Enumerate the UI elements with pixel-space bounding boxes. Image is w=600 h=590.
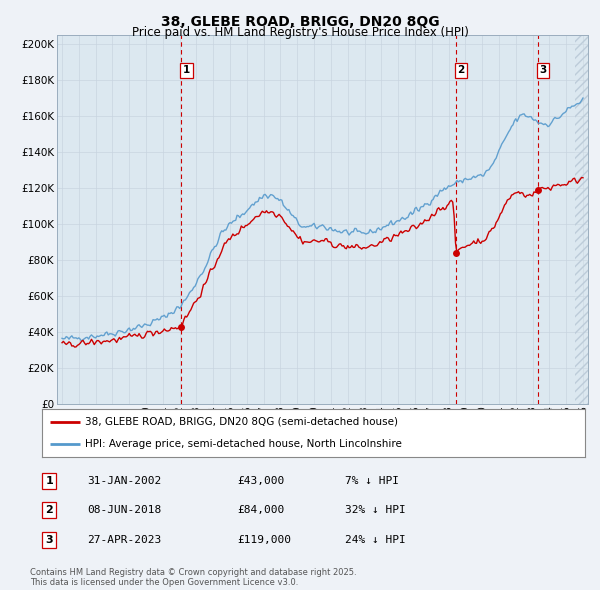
Text: 08-JUN-2018: 08-JUN-2018 xyxy=(87,506,161,515)
Text: 1: 1 xyxy=(182,65,190,76)
Text: Price paid vs. HM Land Registry's House Price Index (HPI): Price paid vs. HM Land Registry's House … xyxy=(131,26,469,39)
Text: 3: 3 xyxy=(539,65,547,76)
Text: 38, GLEBE ROAD, BRIGG, DN20 8QG (semi-detached house): 38, GLEBE ROAD, BRIGG, DN20 8QG (semi-de… xyxy=(85,417,398,427)
Text: 2: 2 xyxy=(46,506,53,515)
Text: 3: 3 xyxy=(46,535,53,545)
Text: 2: 2 xyxy=(458,65,465,76)
Text: £43,000: £43,000 xyxy=(237,476,284,486)
Text: £84,000: £84,000 xyxy=(237,506,284,515)
Text: 24% ↓ HPI: 24% ↓ HPI xyxy=(345,535,406,545)
Text: This data is licensed under the Open Government Licence v3.0.: This data is licensed under the Open Gov… xyxy=(30,578,298,587)
Text: 7% ↓ HPI: 7% ↓ HPI xyxy=(345,476,399,486)
Text: 1: 1 xyxy=(46,476,53,486)
Text: HPI: Average price, semi-detached house, North Lincolnshire: HPI: Average price, semi-detached house,… xyxy=(85,439,403,449)
Text: 32% ↓ HPI: 32% ↓ HPI xyxy=(345,506,406,515)
Text: 31-JAN-2002: 31-JAN-2002 xyxy=(87,476,161,486)
Text: 27-APR-2023: 27-APR-2023 xyxy=(87,535,161,545)
Text: 38, GLEBE ROAD, BRIGG, DN20 8QG: 38, GLEBE ROAD, BRIGG, DN20 8QG xyxy=(161,15,439,29)
Text: £119,000: £119,000 xyxy=(237,535,291,545)
Text: Contains HM Land Registry data © Crown copyright and database right 2025.: Contains HM Land Registry data © Crown c… xyxy=(30,568,356,577)
